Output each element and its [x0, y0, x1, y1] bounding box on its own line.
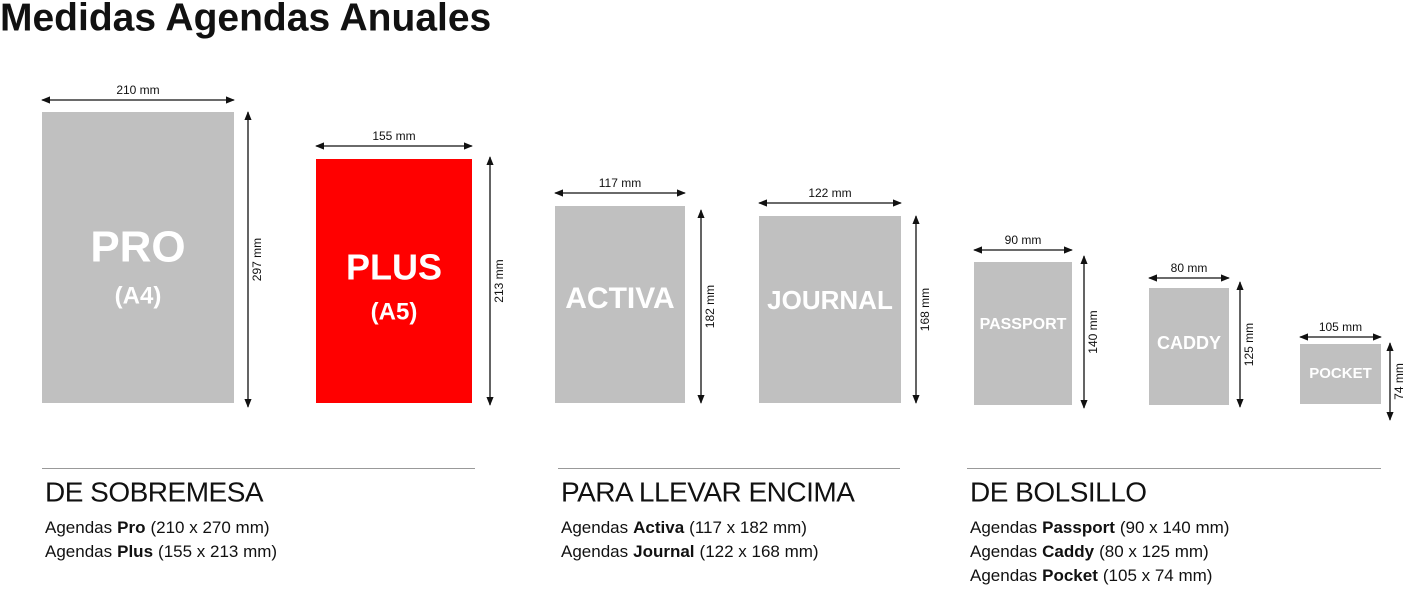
agenda-name: PASSPORT — [980, 316, 1067, 333]
agenda-name: CADDY — [1157, 333, 1221, 353]
line-name: Journal — [633, 542, 694, 561]
group-line: Agendas Activa (117 x 182 mm) — [561, 518, 807, 537]
height-label: 74 mm — [1392, 363, 1406, 400]
line-prefix: Agendas — [561, 542, 628, 561]
title: Medidas Agendas Anuales — [0, 0, 491, 39]
line-size: (90 x 140 mm) — [1120, 518, 1230, 537]
agenda-box — [555, 206, 685, 403]
agenda-name: PRO — [90, 223, 185, 272]
line-name: Activa — [633, 518, 685, 537]
group-line: Agendas Pro (210 x 270 mm) — [45, 518, 270, 537]
line-name: Passport — [1042, 518, 1115, 537]
line-size: (117 x 182 mm) — [689, 518, 807, 537]
width-label: 105 mm — [1319, 320, 1362, 334]
agenda-name: PLUS — [346, 247, 442, 288]
line-name: Caddy — [1042, 542, 1095, 561]
height-label: 125 mm — [1242, 323, 1256, 366]
group-line: Agendas Plus (155 x 213 mm) — [45, 542, 277, 561]
width-label: 122 mm — [808, 186, 851, 200]
width-label: 210 mm — [116, 83, 159, 97]
line-size: (80 x 125 mm) — [1099, 542, 1209, 561]
line-prefix: Agendas — [561, 518, 628, 537]
agenda-name: ACTIVA — [565, 282, 674, 315]
agenda-box — [1149, 288, 1229, 405]
agenda-name: POCKET — [1309, 365, 1372, 382]
line-name: Pro — [117, 518, 145, 537]
line-size: (122 x 168 mm) — [700, 542, 819, 561]
agenda-box — [974, 262, 1072, 405]
agenda-box — [42, 112, 234, 403]
line-prefix: Agendas — [970, 518, 1037, 537]
width-label: 155 mm — [372, 129, 415, 143]
width-label: 90 mm — [1005, 233, 1042, 247]
group-line: Agendas Pocket (105 x 74 mm) — [970, 566, 1212, 585]
group-heading: DE SOBREMESA — [45, 476, 264, 507]
line-prefix: Agendas — [45, 542, 112, 561]
group-heading: PARA LLEVAR ENCIMA — [561, 476, 855, 507]
agenda-box — [1300, 344, 1381, 404]
width-label: 117 mm — [599, 176, 641, 190]
group-line: Agendas Passport (90 x 140 mm) — [970, 518, 1229, 537]
line-prefix: Agendas — [970, 566, 1037, 585]
line-name: Plus — [117, 542, 153, 561]
agenda-sub: (A4) — [115, 282, 162, 309]
line-prefix: Agendas — [970, 542, 1037, 561]
group-line: Agendas Caddy (80 x 125 mm) — [970, 542, 1209, 561]
line-size: (105 x 74 mm) — [1103, 566, 1213, 585]
agenda-name: JOURNAL — [767, 285, 893, 315]
line-name: Pocket — [1042, 566, 1098, 585]
height-label: 182 mm — [703, 285, 717, 328]
group-line: Agendas Journal (122 x 168 mm) — [561, 542, 819, 561]
height-label: 297 mm — [250, 238, 264, 281]
group-heading: DE BOLSILLO — [970, 476, 1147, 507]
agenda-box — [316, 159, 472, 403]
width-label: 80 mm — [1171, 261, 1208, 275]
line-size: (155 x 213 mm) — [158, 542, 277, 561]
line-prefix: Agendas — [45, 518, 112, 537]
agenda-box — [759, 216, 901, 403]
height-label: 140 mm — [1086, 310, 1100, 353]
agenda-sub: (A5) — [371, 298, 418, 325]
line-size: (210 x 270 mm) — [150, 518, 269, 537]
height-label: 213 mm — [492, 259, 506, 302]
height-label: 168 mm — [918, 288, 932, 331]
